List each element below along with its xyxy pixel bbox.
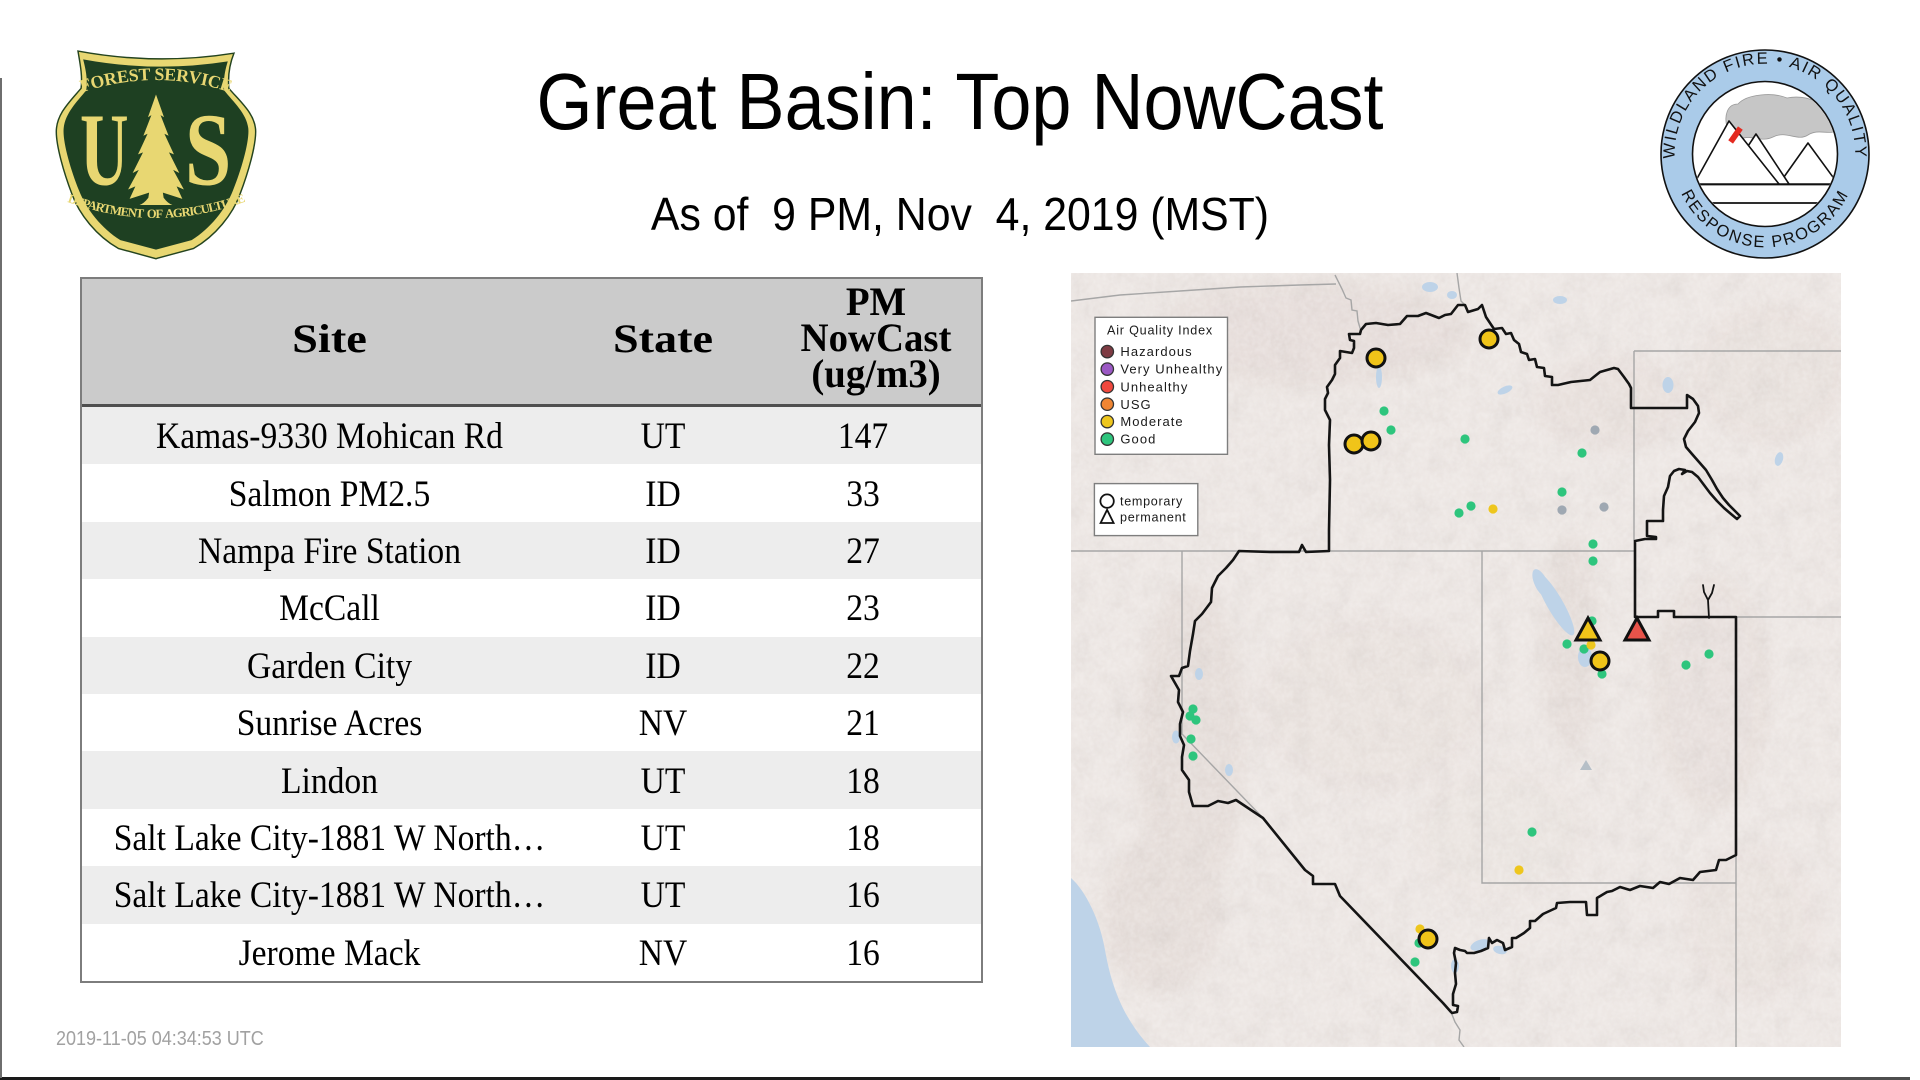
svg-text:Unhealthy: Unhealthy bbox=[1120, 379, 1188, 394]
svg-text:Hazardous: Hazardous bbox=[1120, 344, 1192, 359]
svg-text:S: S bbox=[185, 91, 231, 207]
svg-text:temporary: temporary bbox=[1120, 495, 1183, 509]
svg-text:Air Quality Index: Air Quality Index bbox=[1107, 324, 1213, 338]
svg-text:Moderate: Moderate bbox=[1120, 414, 1183, 429]
svg-text:USG: USG bbox=[1120, 397, 1151, 412]
svg-text:U: U bbox=[80, 91, 129, 207]
svg-text:Very Unhealthy: Very Unhealthy bbox=[1120, 362, 1223, 377]
svg-text:Good: Good bbox=[1120, 432, 1156, 447]
svg-text:permanent: permanent bbox=[1120, 510, 1187, 524]
